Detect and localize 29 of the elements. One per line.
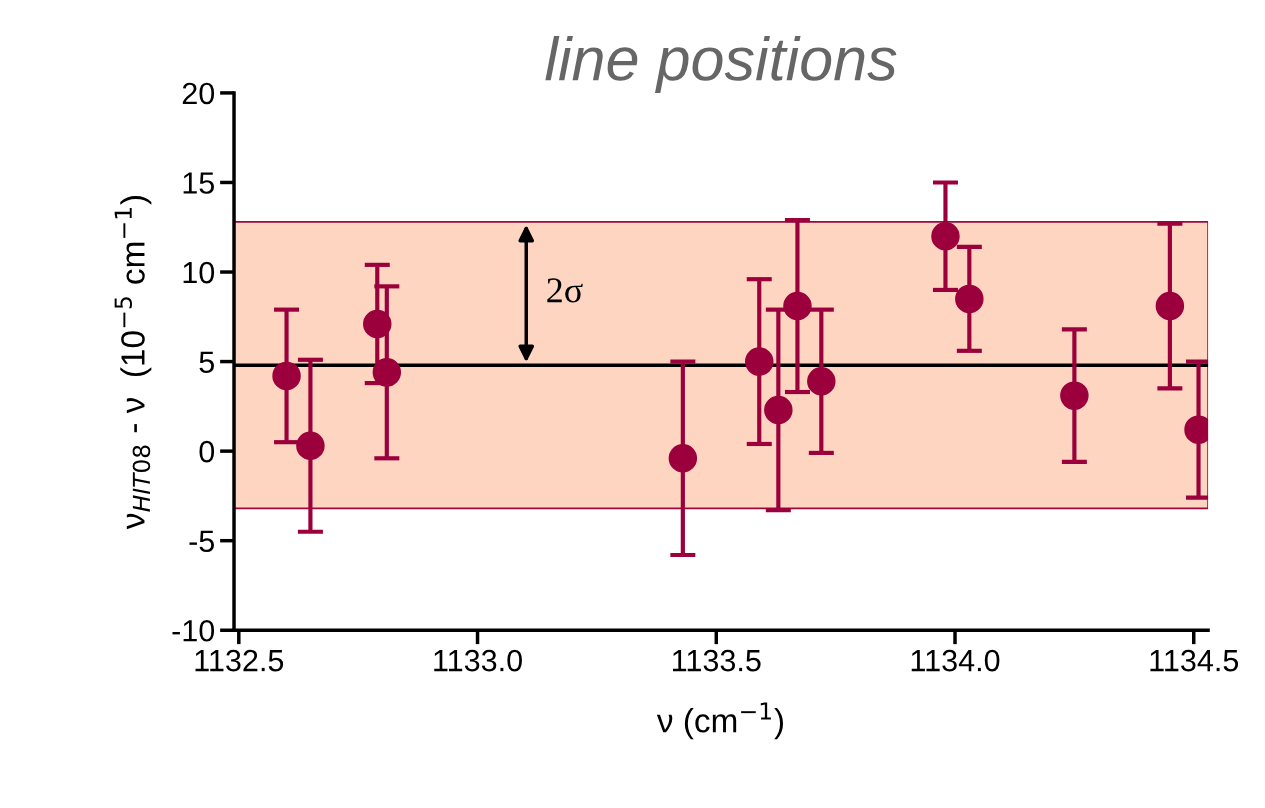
point [783,291,812,321]
y-tick-label: 0 [199,440,215,463]
y-axis-title: ν$_{HIT08}$ - ν (10$^{−5}$ cm$^{−1}$) [114,196,152,530]
point [1155,291,1185,321]
x-tick-label: 1134.5 [1150,649,1239,672]
point [296,431,325,460]
point [668,444,698,473]
x-tick-label: 1133.5 [673,649,761,672]
y-tick-label: 20 [182,82,215,105]
x-tick-label: 1134.0 [911,649,1000,672]
y-tick-label: 15 [183,172,214,194]
point [745,347,774,376]
point [372,358,402,387]
point [807,367,836,396]
point [363,309,392,339]
chart-title: line positions [545,35,897,93]
point [272,361,301,391]
y-tick-label: -5 [189,530,214,553]
point [1060,381,1089,410]
point [764,395,793,425]
y-tick-label: 10 [183,261,215,284]
x-axis-title: ν (cm$^{−1}$) [656,702,783,740]
annotation: 2σ [547,278,583,303]
y-tick-label: -10 [172,619,215,642]
x-tick-label: 1132.5 [195,649,284,672]
point [931,221,960,251]
y-tick-label: 5 [199,351,214,373]
x-tick-label: 1133.0 [434,649,522,672]
point [955,284,984,314]
